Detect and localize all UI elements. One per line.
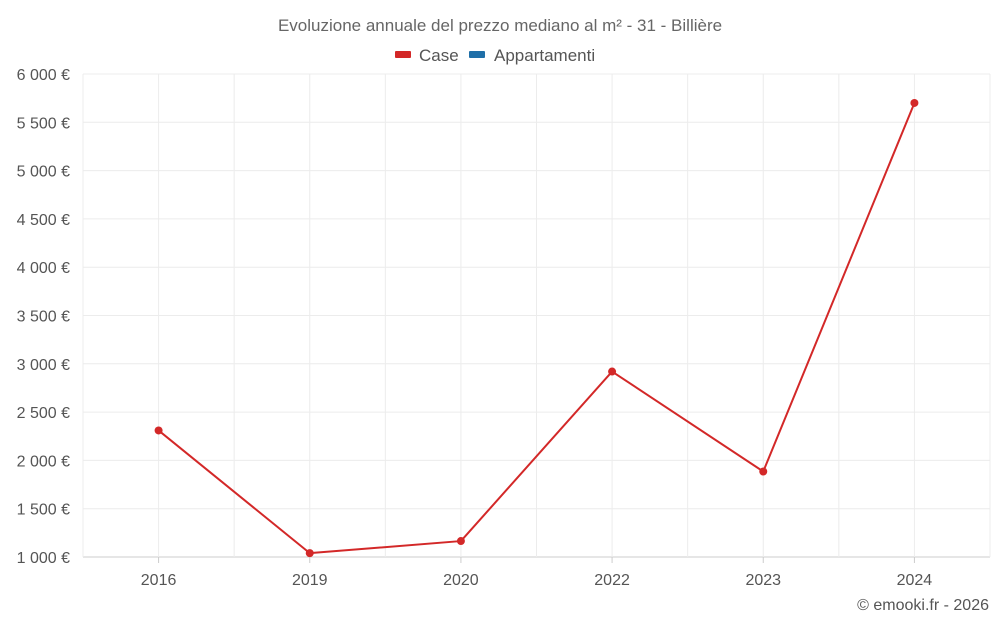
legend-swatch-case[interactable] [395,51,411,58]
legend: Case Appartamenti [395,46,595,65]
y-tick-label: 4 000 € [17,260,70,277]
x-tick-label: 2022 [594,572,630,589]
y-tick-label: 3 500 € [17,309,70,326]
grid [82,73,991,558]
y-tick-label: 2 500 € [17,405,70,422]
y-axis-ticks: 1 000 € 1 500 € 2 000 € 2 500 € 3 000 € 3 500… [17,67,70,567]
data-point[interactable] [608,367,617,376]
data-point[interactable] [456,537,465,546]
series-line-case [157,102,916,555]
legend-label-case[interactable]: Case [419,46,459,65]
y-tick-label: 5 500 € [17,115,70,132]
y-tick-label: 1 000 € [17,550,70,567]
x-axis-ticks: 2016 2019 2020 2022 2023 2024 [141,557,933,589]
data-point[interactable] [154,426,163,435]
x-tick-label: 2020 [443,572,479,589]
y-tick-label: 4 500 € [17,212,70,229]
y-tick-label: 6 000 € [17,67,70,84]
x-tick-label: 2019 [292,572,328,589]
y-tick-label: 3 000 € [17,357,70,374]
chart-title: Evoluzione annuale del prezzo mediano al… [278,16,722,35]
data-point[interactable] [759,467,768,476]
legend-label-appartamenti[interactable]: Appartamenti [494,46,595,65]
credit-text: © emooki.fr - 2026 [857,597,989,614]
x-tick-label: 2023 [745,572,781,589]
data-point[interactable] [305,549,314,558]
y-tick-label: 2 000 € [17,453,70,470]
legend-swatch-appartamenti[interactable] [469,51,485,58]
x-tick-label: 2016 [141,572,177,589]
series-layer [154,98,919,558]
y-tick-label: 5 000 € [17,164,70,181]
data-point[interactable] [910,98,919,107]
x-tick-label: 2024 [897,572,933,589]
y-tick-label: 1 500 € [17,502,70,519]
